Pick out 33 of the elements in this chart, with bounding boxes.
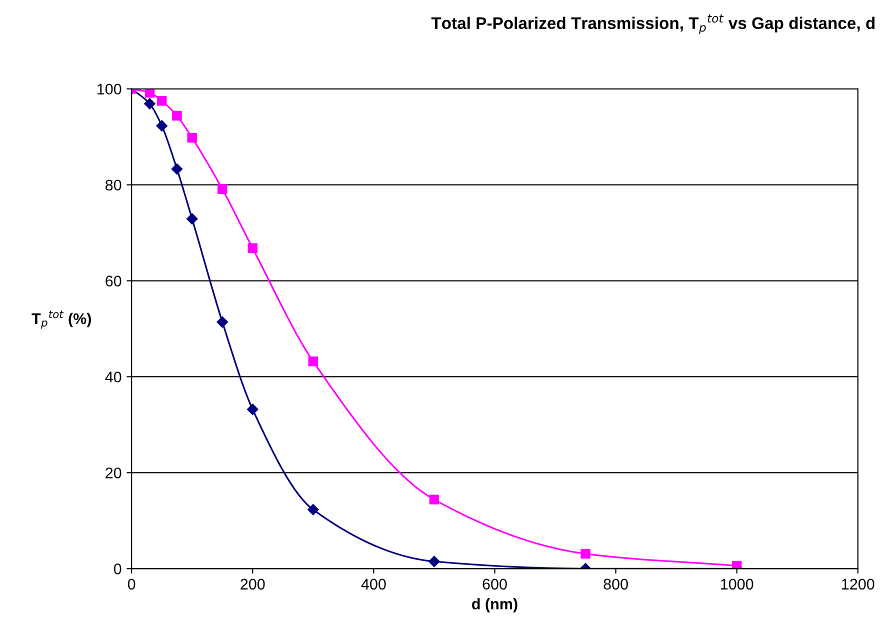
x-tick-label: 600	[482, 578, 507, 590]
x-tick-label: 1200	[842, 578, 874, 590]
x-tick-label: 400	[361, 578, 386, 590]
point	[580, 548, 590, 559]
point	[172, 110, 182, 121]
y-axis-title: T$_{p}$$^{tot}$ (%)	[32, 310, 91, 329]
point	[171, 163, 183, 175]
point	[187, 132, 197, 143]
point	[218, 184, 228, 194]
point	[216, 316, 228, 328]
x-tick-label: 800	[604, 578, 628, 590]
chart-title: Total P-Polarized Transmission, T$_{p}$$^{tot}$ vs Gap distance, d	[431, 14, 875, 34]
point	[429, 494, 440, 504]
point	[144, 98, 156, 110]
y-tick-label: 100	[98, 84, 122, 95]
point	[247, 404, 258, 415]
y-tick-label: 20	[106, 468, 122, 478]
point	[156, 120, 168, 132]
x-axis-title: d (nm)	[472, 598, 518, 612]
x-tick-label: 0	[128, 578, 136, 590]
y-tick-label: 0	[114, 564, 122, 574]
point	[156, 96, 167, 106]
point	[186, 213, 198, 224]
point	[144, 88, 155, 98]
x-tick-label: 200	[240, 578, 265, 590]
y-tick-label: 40	[105, 372, 122, 382]
point	[308, 504, 319, 516]
y-tick-label: 60	[106, 276, 122, 286]
point	[428, 556, 440, 568]
x-tick-label: 1000	[721, 578, 754, 590]
point	[248, 243, 258, 254]
point	[308, 356, 318, 366]
y-tick-label: 80	[106, 180, 122, 191]
